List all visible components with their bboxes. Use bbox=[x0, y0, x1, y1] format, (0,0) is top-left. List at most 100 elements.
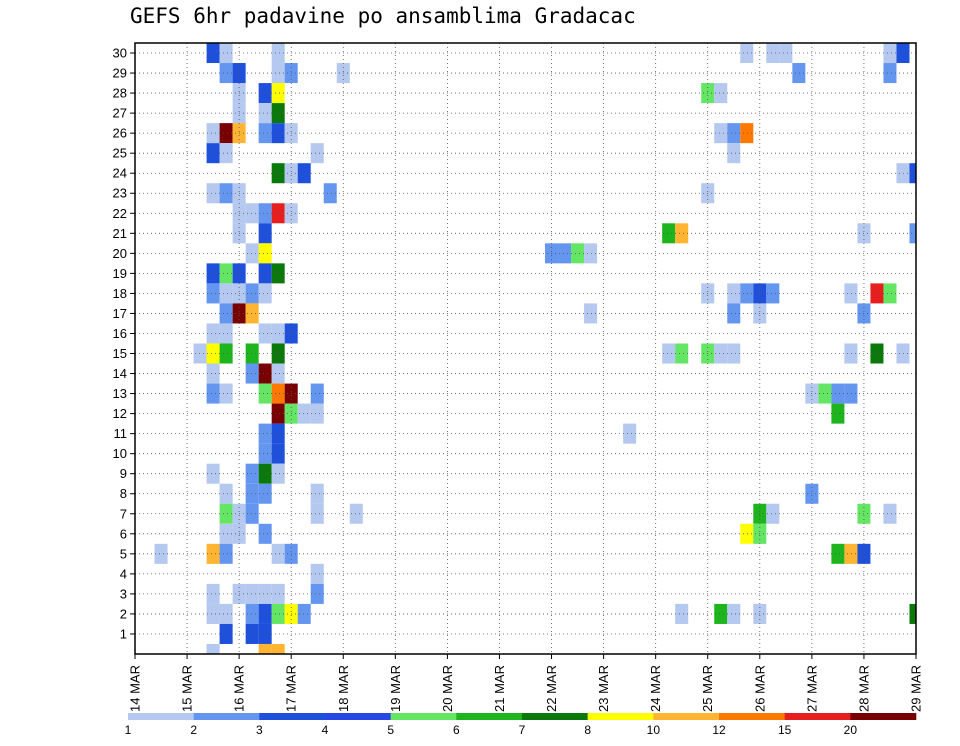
y-tick-label: 14 bbox=[113, 366, 127, 381]
heatmap-cell bbox=[766, 43, 780, 64]
heatmap-cell bbox=[245, 463, 259, 484]
heatmap-cell bbox=[245, 343, 259, 364]
heatmap-cell bbox=[571, 243, 585, 264]
heatmap-cell bbox=[245, 303, 259, 324]
x-tick-label: 15 MAR bbox=[180, 665, 195, 712]
heatmap-cell bbox=[258, 103, 272, 124]
plot-frame bbox=[134, 42, 917, 655]
y-tick-label: 29 bbox=[113, 66, 127, 81]
heatmap-cell bbox=[219, 143, 233, 164]
x-tick-label: 21 MAR bbox=[492, 665, 507, 712]
heatmap-cell bbox=[349, 503, 363, 524]
legend-swatch bbox=[850, 713, 917, 720]
heatmap-cell bbox=[258, 323, 272, 344]
heatmap-cell bbox=[206, 43, 220, 64]
heatmap-cell bbox=[584, 243, 598, 264]
heatmap-cell bbox=[831, 383, 845, 404]
legend-swatch bbox=[456, 713, 523, 720]
heatmap-cell bbox=[271, 463, 285, 484]
y-tick-label: 19 bbox=[113, 266, 127, 281]
legend-swatch bbox=[522, 713, 588, 720]
heatmap-cell bbox=[766, 503, 780, 524]
legend-label: 10 bbox=[647, 723, 661, 737]
heatmap-cell bbox=[219, 343, 233, 364]
heatmap-cell bbox=[714, 123, 728, 144]
legend-label: 6 bbox=[453, 723, 460, 737]
heatmap-cell bbox=[909, 223, 916, 244]
heatmap-cell bbox=[258, 523, 272, 544]
legend-label: 7 bbox=[519, 723, 526, 737]
heatmap-cell bbox=[206, 323, 220, 344]
heatmap-cell bbox=[258, 623, 272, 644]
x-tick-label: 17 MAR bbox=[284, 665, 299, 712]
legend-label: 2 bbox=[190, 723, 197, 737]
legend-label: 20 bbox=[844, 723, 858, 737]
heatmap-cell bbox=[219, 543, 233, 564]
heatmap-cell bbox=[714, 343, 728, 364]
heatmap-cell bbox=[206, 463, 220, 484]
legend-label: 3 bbox=[256, 723, 263, 737]
heatmap-cell bbox=[258, 603, 272, 624]
heatmap-cell bbox=[870, 343, 884, 364]
heatmap-cell bbox=[271, 543, 285, 564]
x-tick-label: 29 MAR bbox=[909, 665, 924, 712]
heatmap-cell bbox=[245, 583, 259, 604]
heatmap-cell bbox=[219, 483, 233, 504]
x-tick-label: 24 MAR bbox=[648, 665, 663, 712]
heatmap-cell bbox=[245, 363, 259, 384]
heatmap-cell bbox=[883, 283, 897, 304]
y-axis: 1234567891011121314151617181920212223242… bbox=[113, 46, 135, 641]
heatmap-cell bbox=[883, 503, 897, 524]
heatmap-cell bbox=[271, 63, 285, 84]
y-tick-label: 26 bbox=[113, 126, 127, 141]
y-tick-label: 30 bbox=[113, 46, 127, 61]
heatmap-cell bbox=[310, 503, 324, 524]
y-tick-label: 2 bbox=[120, 606, 127, 621]
heatmap-cell bbox=[714, 603, 728, 624]
heatmap-cell bbox=[193, 343, 207, 364]
heatmap-cell bbox=[662, 223, 676, 244]
y-tick-label: 9 bbox=[120, 466, 127, 481]
legend-label: 4 bbox=[322, 723, 329, 737]
heatmap-cell bbox=[258, 643, 272, 654]
legend-label: 8 bbox=[584, 723, 591, 737]
heatmap-cell bbox=[258, 583, 272, 604]
heatmap-cell bbox=[206, 543, 220, 564]
heatmap-cell bbox=[258, 223, 272, 244]
heatmap-cell bbox=[271, 423, 285, 444]
heatmap-cell bbox=[297, 403, 311, 424]
heatmap-cell bbox=[271, 83, 285, 104]
heatmap-cell bbox=[206, 143, 220, 164]
y-tick-label: 15 bbox=[113, 346, 127, 361]
heatmap-cell bbox=[219, 623, 233, 644]
heatmap-cell bbox=[206, 343, 220, 364]
y-tick-label: 4 bbox=[120, 566, 127, 581]
heatmap-cell bbox=[219, 523, 233, 544]
heatmap-cell bbox=[258, 483, 272, 504]
y-tick-label: 1 bbox=[120, 626, 127, 641]
legend-label: 12 bbox=[712, 723, 726, 737]
heatmap-cell bbox=[206, 363, 220, 384]
heatmap-cell bbox=[675, 343, 689, 364]
heatmap-cell bbox=[271, 383, 285, 404]
heatmap-cell bbox=[245, 243, 259, 264]
heatmap-cell bbox=[883, 63, 897, 84]
heatmap-cell bbox=[258, 123, 272, 144]
heatmap-cell bbox=[219, 263, 233, 284]
x-tick-label: 26 MAR bbox=[752, 665, 767, 712]
heatmap-cell bbox=[675, 603, 689, 624]
heatmap-cell bbox=[297, 163, 311, 184]
heatmap-cell bbox=[558, 243, 572, 264]
chart-title: GEFS 6hr padavine po ansamblima Gradacac bbox=[130, 4, 636, 28]
heatmap-cell bbox=[219, 43, 233, 64]
heatmap-cell bbox=[310, 403, 324, 424]
legend-swatch bbox=[653, 713, 720, 720]
heatmap-cell bbox=[740, 523, 754, 544]
y-tick-label: 24 bbox=[113, 166, 127, 181]
heatmap-cell bbox=[258, 463, 272, 484]
heatmap-cell bbox=[258, 423, 272, 444]
x-tick-label: 25 MAR bbox=[700, 665, 715, 712]
heatmap-cell bbox=[206, 283, 220, 304]
heatmap-cell bbox=[245, 603, 259, 624]
heatmap-cell bbox=[271, 163, 285, 184]
